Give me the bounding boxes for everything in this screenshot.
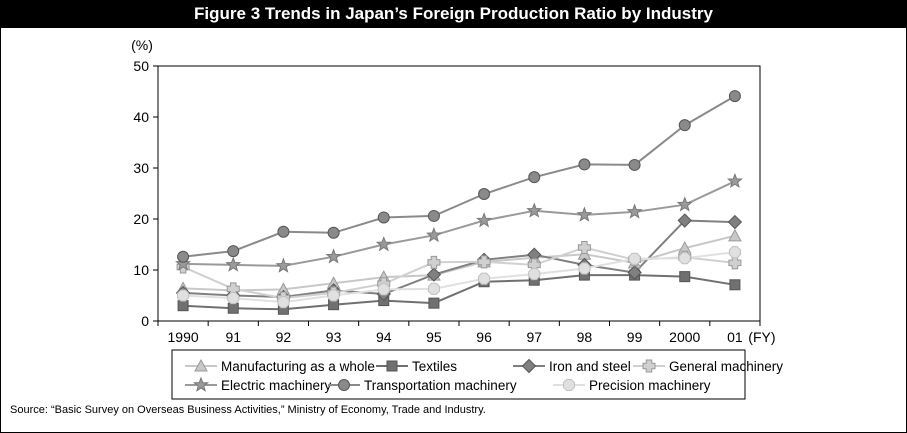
data-point-electric-machinery <box>476 212 493 228</box>
legend-label-electric-machinery: Electric machinery <box>221 378 332 393</box>
data-point-precision-machinery <box>177 289 190 302</box>
legend-box <box>171 349 746 400</box>
x-tick-label: 91 <box>225 329 241 345</box>
y-tick-label: 30 <box>133 160 149 176</box>
data-point-transportation-machinery <box>277 225 290 238</box>
data-point-precision-machinery <box>427 282 440 295</box>
x-tick-label: 2000 <box>669 329 700 345</box>
x-tick-label: 98 <box>577 329 593 345</box>
y-axis-label: (%) <box>131 37 153 53</box>
data-point-electric-machinery <box>375 236 392 252</box>
data-point-transportation-machinery <box>578 158 591 171</box>
data-point-electric-machinery <box>676 196 693 212</box>
data-point-transportation-machinery <box>728 90 741 103</box>
data-point-iron-and-steel <box>677 213 692 228</box>
legend-marker-textiles <box>386 360 398 372</box>
legend-label-precision-machinery: Precision machinery <box>589 378 711 393</box>
data-point-precision-machinery <box>327 289 340 302</box>
series-line-precision-machinery <box>183 251 736 304</box>
data-point-general-machinery <box>577 241 591 255</box>
series-markers <box>175 90 743 315</box>
series-lines <box>182 95 736 311</box>
data-point-precision-machinery <box>528 268 541 281</box>
data-point-precision-machinery <box>277 296 290 309</box>
data-point-electric-machinery <box>225 256 242 272</box>
data-point-iron-and-steel <box>426 267 442 282</box>
series-line-electric-machinery <box>183 180 736 267</box>
data-point-electric-machinery <box>325 248 342 264</box>
x-axis-label: (FY) <box>748 329 775 345</box>
data-point-transportation-machinery <box>628 158 641 171</box>
x-tick-label: 93 <box>326 329 342 345</box>
chart-legend: Manufacturing as a whole Textiles Iron and… <box>171 349 783 400</box>
data-point-electric-machinery <box>626 203 643 219</box>
series-line-transportation-machinery <box>182 95 736 258</box>
legend-marker-electric-machinery <box>192 376 210 392</box>
x-tick-label: 1990 <box>168 329 199 345</box>
data-point-precision-machinery <box>678 252 691 265</box>
data-point-precision-machinery <box>628 252 641 265</box>
legend-label-manufacturing-as-a-whole: Manufacturing as a whole <box>221 359 375 374</box>
legend-marker-iron-and-steel <box>521 358 537 374</box>
data-point-precision-machinery <box>377 283 390 296</box>
data-point-textiles <box>177 300 189 312</box>
data-point-general-machinery <box>728 256 742 270</box>
data-point-precision-machinery <box>578 262 591 275</box>
legend-marker-transportation-machinery <box>338 379 350 391</box>
data-point-transportation-machinery <box>177 250 190 263</box>
x-tick-label: 96 <box>476 329 492 345</box>
y-tick-label: 20 <box>133 211 149 227</box>
x-tick-label: 92 <box>276 329 292 345</box>
legend-marker-general-machinery <box>642 359 656 373</box>
x-tick-label: 97 <box>526 329 542 345</box>
x-tick-label: 94 <box>376 329 392 345</box>
x-tick-label: 99 <box>627 329 643 345</box>
data-point-transportation-machinery <box>678 119 691 132</box>
data-point-general-machinery <box>477 255 491 269</box>
data-point-transportation-machinery <box>327 226 340 239</box>
legend-marker-precision-machinery <box>563 379 575 391</box>
source-note: Source: “Basic Survey on Overseas Busine… <box>10 404 486 416</box>
data-point-electric-machinery <box>175 255 192 271</box>
legend-label-transportation-machinery: Transportation machinery <box>364 378 517 393</box>
data-point-electric-machinery <box>576 206 593 222</box>
x-tick-label: 95 <box>426 329 442 345</box>
legend-label-general-machinery: General machinery <box>669 359 783 374</box>
series-line-textiles <box>183 274 736 311</box>
data-point-transportation-machinery <box>427 209 440 222</box>
data-point-textiles <box>227 302 239 314</box>
plot-area-border <box>157 65 761 322</box>
y-tick-label: 0 <box>141 313 149 329</box>
data-point-general-machinery <box>427 255 441 269</box>
data-point-manufacturing-as-a-whole <box>728 228 742 242</box>
series-line-manufacturing-as-a-whole <box>183 234 736 292</box>
data-point-iron-and-steel <box>627 265 642 280</box>
figure-title: Figure 3 Trends in Japan’s Foreign Produ… <box>0 0 907 28</box>
data-point-electric-machinery <box>726 172 743 189</box>
y-tick-label: 40 <box>133 109 149 125</box>
data-point-precision-machinery <box>478 272 491 285</box>
data-point-transportation-machinery <box>377 211 390 224</box>
y-tick-label: 10 <box>133 262 149 278</box>
legend-marker-manufacturing-as-a-whole <box>194 358 208 372</box>
data-point-transportation-machinery <box>478 188 491 201</box>
data-point-transportation-machinery <box>528 171 541 184</box>
data-point-textiles <box>729 279 741 291</box>
legend-label-iron-and-steel: Iron and steel <box>549 359 631 374</box>
data-point-transportation-machinery <box>227 245 240 258</box>
y-tick-label: 50 <box>133 58 149 74</box>
data-point-electric-machinery <box>526 202 543 218</box>
x-tick-label: 01 <box>727 329 743 345</box>
data-point-precision-machinery <box>227 292 240 305</box>
data-point-iron-and-steel <box>727 214 743 230</box>
data-point-textiles <box>679 271 691 283</box>
legend-label-textiles: Textiles <box>412 359 457 374</box>
data-point-precision-machinery <box>728 246 741 259</box>
data-point-electric-machinery <box>275 257 292 273</box>
data-point-textiles <box>428 297 440 309</box>
data-point-electric-machinery <box>425 226 442 243</box>
